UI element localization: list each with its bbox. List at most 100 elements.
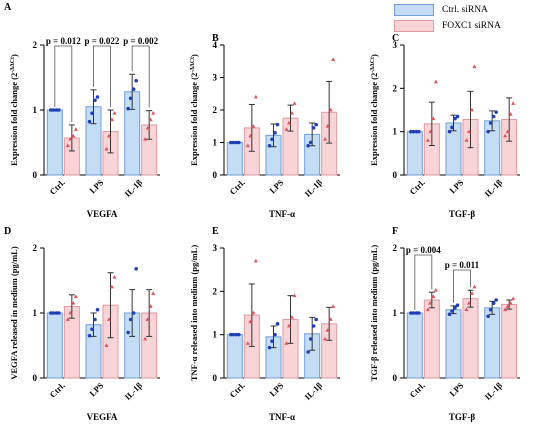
data-point-foxc1 [467, 129, 471, 134]
data-point-foxc1 [110, 284, 114, 289]
x-axis-label: TNF-α [269, 412, 295, 422]
data-point-foxc1 [328, 107, 333, 112]
bar-ctrl [226, 334, 243, 379]
data-point-ctrl [409, 311, 413, 315]
y-tick-label: 3 [213, 243, 218, 253]
legend-label-foxc1: FOXC1 siRNA [442, 21, 501, 31]
data-point-ctrl [51, 311, 56, 315]
y-tick-label: 2 [393, 243, 398, 253]
panel-c: C 0 1 2 3 Expression fold change (2-ΔΔCt) Ctrl… [369, 33, 520, 219]
significance-bracket [93, 45, 111, 107]
data-point-foxc1 [145, 126, 150, 130]
category-label: IL-1β [482, 177, 504, 199]
category-label: Ctrl. [47, 380, 66, 399]
data-point-foxc1 [253, 258, 258, 263]
data-point-ctrl [90, 111, 94, 116]
data-point-foxc1 [251, 124, 256, 128]
data-point-foxc1 [104, 343, 109, 347]
data-point-ctrl [275, 122, 280, 127]
data-point-foxc1 [107, 317, 111, 321]
y-tick-label: 3 [213, 73, 218, 83]
data-point-foxc1 [145, 317, 150, 321]
data-point-foxc1 [433, 79, 438, 84]
panel-letter: D [4, 226, 11, 237]
data-point-foxc1 [143, 336, 148, 341]
panel-letter: E [212, 226, 219, 237]
data-point-foxc1 [71, 133, 76, 138]
data-point-foxc1 [290, 315, 294, 319]
data-point-ctrl [231, 140, 236, 145]
x-axis-label: VEGFA [87, 209, 118, 219]
data-point-foxc1 [284, 127, 289, 131]
y-axis-label: Expression fold change (2-ΔΔCt) [369, 54, 379, 166]
data-point-ctrl [488, 121, 493, 125]
data-point-ctrl [126, 106, 130, 111]
data-point-ctrl [87, 119, 92, 124]
panel-letter: F [392, 226, 398, 237]
data-point-foxc1 [470, 291, 474, 295]
significance-bracket [453, 269, 471, 303]
p-value-label: p = 0.011 [445, 260, 480, 270]
legend-swatch-foxc1 [394, 20, 434, 32]
y-tick-label: 0 [213, 373, 218, 383]
category-label: Ctrl. [407, 380, 426, 399]
data-point-foxc1 [292, 101, 297, 105]
data-point-foxc1 [284, 341, 289, 345]
data-point-foxc1 [248, 133, 253, 138]
data-point-ctrl [494, 298, 498, 302]
data-point-ctrl [267, 345, 272, 350]
y-tick-label: 2 [393, 83, 398, 93]
data-point-foxc1 [148, 304, 153, 308]
data-point-ctrl [447, 312, 452, 317]
data-point-foxc1 [503, 133, 508, 138]
data-point-foxc1 [505, 304, 510, 308]
data-point-foxc1 [253, 94, 258, 99]
data-point-ctrl [128, 96, 133, 101]
data-point-ctrl [409, 129, 413, 134]
data-point-foxc1 [248, 319, 253, 324]
data-point-ctrl [229, 332, 233, 337]
data-point-foxc1 [472, 64, 477, 69]
data-point-ctrl [414, 129, 419, 134]
data-point-foxc1 [107, 133, 111, 138]
data-point-ctrl [491, 114, 496, 119]
data-point-foxc1 [112, 111, 117, 115]
y-tick-label: 4 [213, 40, 218, 50]
data-point-ctrl [54, 108, 59, 112]
data-point-ctrl [234, 332, 239, 337]
data-point-ctrl [49, 311, 53, 315]
data-point-ctrl [488, 307, 493, 312]
y-tick-label: 2 [33, 243, 38, 253]
x-axis-label: VEGFA [87, 412, 118, 422]
y-tick-label: 0 [33, 170, 38, 180]
data-point-ctrl [231, 332, 236, 337]
bar-ctrl [484, 307, 501, 379]
data-point-foxc1 [433, 288, 438, 292]
y-tick-label: 0 [393, 170, 398, 180]
bar-ctrl [406, 131, 423, 176]
data-point-ctrl [314, 122, 318, 127]
data-point-foxc1 [245, 143, 250, 148]
panel-b: B 0 1 2 3 4 Expression fold change (2-ΔΔCt) Ctr… [189, 33, 340, 219]
data-point-ctrl [237, 140, 241, 145]
data-point-ctrl [49, 108, 53, 112]
data-point-ctrl [491, 301, 496, 306]
data-point-foxc1 [148, 117, 153, 122]
data-point-ctrl [90, 327, 94, 332]
panel-a: A 0 1 2 Expression fold change (2-ΔΔCt) Ctrl.… [4, 2, 160, 219]
data-point-foxc1 [508, 301, 513, 305]
data-point-ctrl [270, 339, 274, 343]
data-point-foxc1 [425, 138, 430, 142]
bar-ctrl [46, 312, 63, 379]
data-point-foxc1 [68, 137, 73, 141]
data-point-ctrl [267, 143, 272, 148]
data-point-foxc1 [505, 129, 510, 134]
data-point-ctrl [494, 110, 498, 114]
data-point-foxc1 [464, 138, 469, 142]
y-axis-label: TNF-α released into medium (pg/mL) [189, 245, 199, 381]
data-point-foxc1 [511, 101, 516, 105]
data-point-ctrl [314, 317, 318, 322]
y-tick-label: 2 [213, 286, 218, 296]
data-point-ctrl [417, 311, 421, 315]
bar-ctrl [46, 109, 63, 176]
